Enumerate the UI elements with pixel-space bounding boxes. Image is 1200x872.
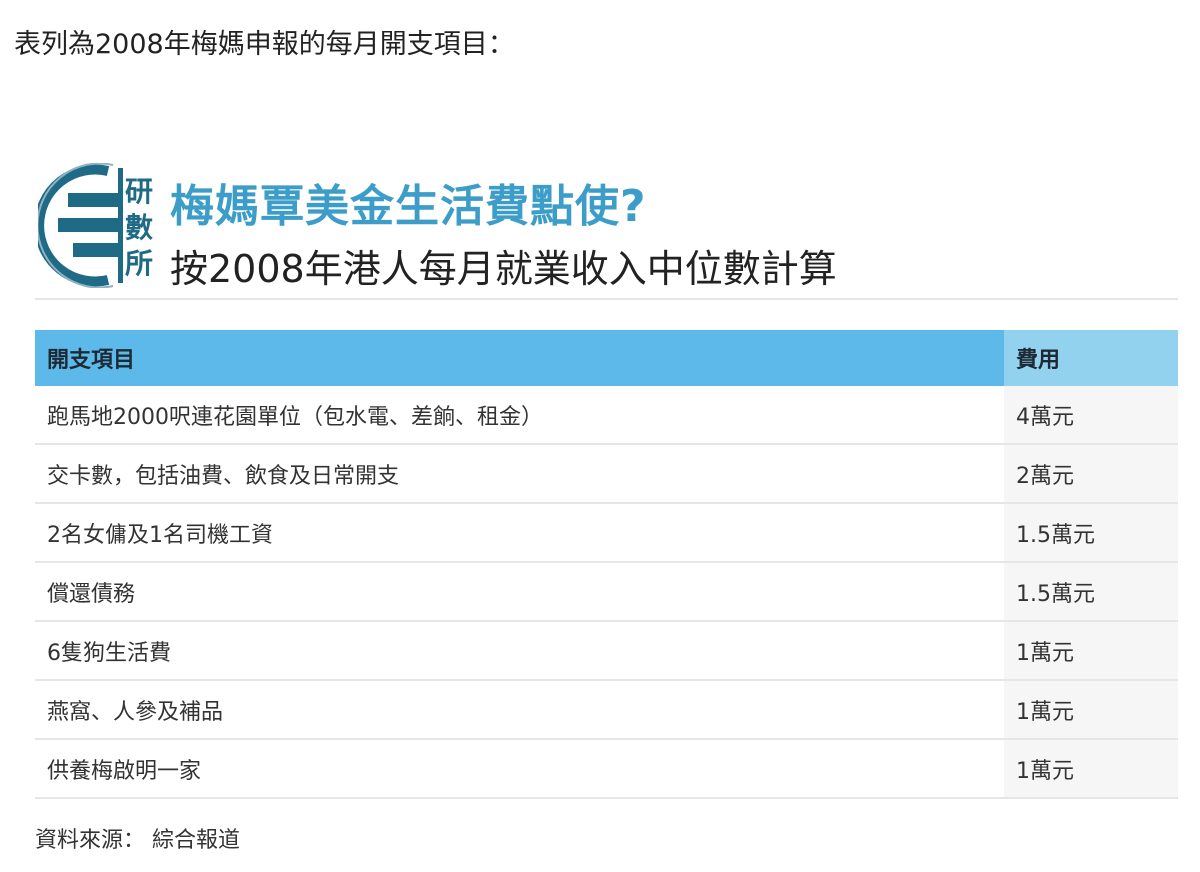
expense-item: 燕窩、人參及補品 — [35, 680, 1004, 740]
expense-item: 供養梅啟明一家 — [35, 739, 1004, 799]
subtitle: 按2008年港人每月就業收入中位數計算 — [170, 247, 837, 291]
header-cost: 費用 — [1004, 330, 1178, 386]
table-row: 2名女傭及1名司機工資 1.5萬元 — [35, 503, 1178, 563]
table-row: 供養梅啟明一家 1萬元 — [35, 739, 1178, 799]
expense-item: 6隻狗生活費 — [35, 621, 1004, 681]
expense-item: 交卡數，包括油費、飲食及日常開支 — [35, 444, 1004, 504]
intro-text: 表列為2008年梅媽申報的每月開支項目： — [14, 29, 515, 60]
expense-cost: 1.5萬元 — [1004, 503, 1178, 563]
divider — [35, 298, 1178, 300]
source-note: 資料來源： 綜合報道 — [35, 828, 240, 853]
table-row: 交卡數，包括油費、飲食及日常開支 2萬元 — [35, 444, 1178, 504]
table-row: 償還債務 1.5萬元 — [35, 562, 1178, 622]
expense-cost: 1.5萬元 — [1004, 562, 1178, 622]
logo-icon: 研 數 所 — [38, 163, 153, 288]
expense-table: 開支項目 費用 跑馬地2000呎連花園單位（包水電、差餉、租金） 4萬元 交卡數，包… — [35, 330, 1178, 799]
expense-cost: 2萬元 — [1004, 444, 1178, 504]
expense-item: 跑馬地2000呎連花園單位（包水電、差餉、租金） — [35, 386, 1004, 445]
expense-cost: 1萬元 — [1004, 739, 1178, 799]
expense-cost: 1萬元 — [1004, 680, 1178, 740]
expense-item: 償還債務 — [35, 562, 1004, 622]
table-row: 6隻狗生活費 1萬元 — [35, 621, 1178, 681]
table-header-row: 開支項目 費用 — [35, 330, 1178, 386]
expense-item: 2名女傭及1名司機工資 — [35, 503, 1004, 563]
header-item: 開支項目 — [35, 330, 1004, 386]
svg-text:所: 所 — [125, 247, 153, 280]
expense-cost: 4萬元 — [1004, 386, 1178, 445]
chart-title: 梅媽覃美金生活費點使? — [170, 181, 647, 232]
expense-cost: 1萬元 — [1004, 621, 1178, 681]
table-row: 燕窩、人參及補品 1萬元 — [35, 680, 1178, 740]
svg-text:數: 數 — [125, 211, 153, 244]
table-row: 跑馬地2000呎連花園單位（包水電、差餉、租金） 4萬元 — [35, 386, 1178, 445]
svg-text:研: 研 — [125, 175, 153, 208]
